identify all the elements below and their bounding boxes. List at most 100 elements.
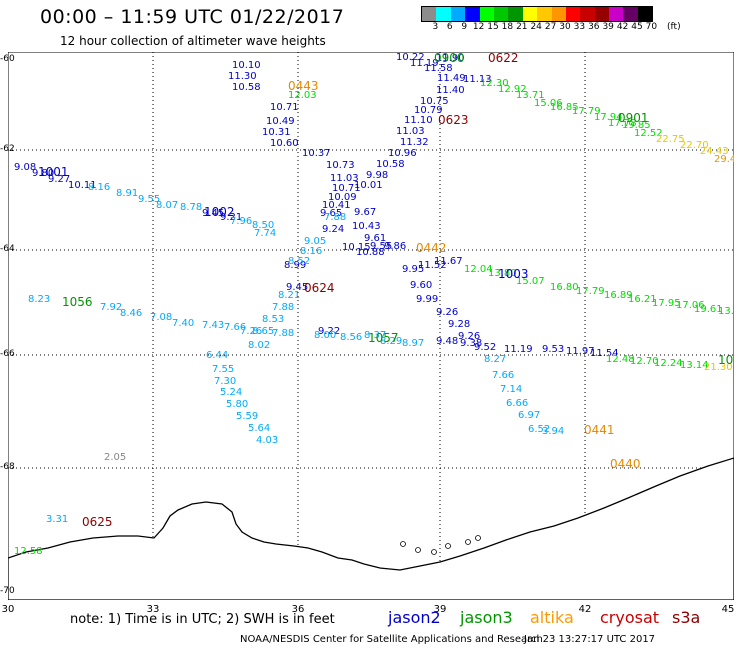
wave-height-value: 11.13 [463, 74, 492, 85]
wave-height-value: 11.19 [410, 58, 439, 69]
color-scale-label: 21 [516, 22, 528, 32]
wave-height-value: 9.22 [318, 326, 340, 337]
longitude-label: 42 [578, 604, 592, 615]
wave-height-value: 11.90 [436, 53, 465, 64]
wave-height-value: 8.50 [252, 220, 274, 231]
wave-height-value: 7.08 [150, 312, 172, 323]
wave-height-value: 9.38 [460, 338, 482, 349]
wave-height-value: 10.09 [328, 192, 357, 203]
color-swatch [623, 7, 638, 21]
wave-height-value: 9.28 [448, 319, 470, 330]
wave-height-value: 11.58 [424, 63, 453, 74]
wave-height-value: 9.60 [410, 280, 432, 291]
color-scale-label: 18 [501, 22, 514, 32]
latitude-label: -64 [0, 244, 15, 254]
wave-height-value: 7.40 [172, 318, 194, 329]
color-scale-label: 3 [432, 22, 439, 32]
color-swatch [594, 7, 610, 21]
wave-height-value: 3.31 [46, 514, 68, 525]
wave-height-value: 9.26 [436, 307, 458, 318]
wave-height-value: 9.05 [304, 236, 326, 247]
wave-height-value: 9.27 [48, 174, 70, 185]
wave-height-value: 6.44 [206, 350, 228, 361]
color-scale-label: 9 [461, 22, 468, 32]
wave-height-value: 12.03 [288, 90, 317, 101]
wave-height-value: 10.88 [356, 247, 385, 258]
island-outline [400, 541, 406, 547]
wave-height-value: 19.61 [694, 304, 723, 315]
wave-height-value: 11.19 [504, 344, 533, 355]
track-label: 1001 [38, 165, 69, 179]
wave-height-value: 9.65 [320, 208, 342, 219]
footer-timestamp: Jan 23 13:27:17 UTC 2017 [524, 634, 656, 645]
wave-height-value: 10.31 [262, 127, 291, 138]
wave-height-value: 2.05 [104, 452, 126, 463]
island-outline [465, 539, 471, 545]
wave-height-value: 7.30 [214, 376, 236, 387]
wave-height-value: 19.85 [622, 120, 651, 131]
wave-height-value: 11.67 [434, 256, 463, 267]
wave-height-value: 10.58 [232, 82, 261, 93]
wave-height-value: 9.52 [474, 342, 496, 353]
wave-height-value: 22.70 [680, 140, 709, 151]
color-swatch [522, 7, 538, 21]
wave-height-value: 17.06 [676, 300, 705, 311]
wave-height-value: 10.49 [266, 116, 295, 127]
wave-height-value: 10.41 [322, 200, 351, 211]
color-scale-label: 24 [530, 22, 542, 32]
wave-height-value: 11.10 [404, 115, 433, 126]
wave-height-value: 7.26 [240, 326, 262, 337]
wave-height-value: 11.52 [418, 260, 447, 271]
wave-height-value: 9.45 [286, 282, 308, 293]
antarctic-coastline [8, 457, 734, 600]
wave-height-value: 10.96 [388, 148, 417, 159]
wave-height-value: 9.80 [32, 168, 54, 179]
wave-height-value: 11.54 [590, 348, 619, 359]
color-scale-label: 39 [602, 22, 614, 32]
wave-height-value: 29.47 [714, 154, 734, 165]
color-scale-label: 33 [573, 22, 586, 32]
track-label: 1056 [62, 295, 93, 309]
graticule [8, 52, 734, 600]
wave-height-value: 8.97 [402, 338, 424, 349]
track-label: 0442 [416, 241, 447, 255]
wave-height-value: 16.80 [550, 282, 579, 293]
wave-height-value: 10.58 [376, 159, 405, 170]
color-swatch [436, 7, 451, 21]
wave-height-value: 6.66 [506, 398, 528, 409]
wave-height-value: 8.23 [28, 294, 50, 305]
wave-height-value: 8.65 [252, 326, 274, 337]
wave-height-value: 17.95 [652, 298, 681, 309]
wave-height-value: 8.91 [116, 188, 138, 199]
legend-entry: cryosat [600, 608, 660, 627]
wave-height-value: 9.55 [138, 194, 160, 205]
color-scale-label: 15 [487, 22, 499, 32]
wave-height-value: 11.03 [330, 173, 359, 184]
wave-height-value: 10.71 [270, 102, 299, 113]
wave-height-value: 11.40 [436, 85, 465, 96]
track-label: 1058 [718, 353, 734, 367]
color-scale-label: 12 [472, 22, 485, 32]
wave-height-value: 9.67 [354, 207, 376, 218]
wave-height-value: 4.03 [256, 435, 278, 446]
color-swatch [637, 7, 653, 21]
legend-entry: s3a [672, 608, 701, 627]
track-label: 0443 [288, 79, 319, 93]
island-outline [431, 549, 437, 555]
wave-height-value: 12.30 [480, 78, 509, 89]
coastal-islands [400, 535, 481, 555]
wave-height-value: 10.01 [354, 180, 383, 191]
track-label: 0622 [488, 52, 519, 65]
wave-height-value: 11.30 [228, 71, 257, 82]
color-scale-label: 45 [631, 22, 643, 32]
wave-height-value: 5.80 [226, 399, 248, 410]
color-swatch [508, 7, 523, 21]
wave-height-value: 13.14 [680, 360, 709, 371]
wave-height-value: 7.88 [324, 212, 346, 223]
color-swatch [580, 7, 595, 21]
wave-height-value: 7.92 [100, 302, 122, 313]
wave-height-value: 10.71 [332, 183, 361, 194]
map-title: 00:00 – 11:59 UTC 01/22/2017 [40, 6, 345, 28]
wave-height-value: 11.97 [566, 346, 595, 357]
wave-height-value: 8.46 [120, 308, 142, 319]
